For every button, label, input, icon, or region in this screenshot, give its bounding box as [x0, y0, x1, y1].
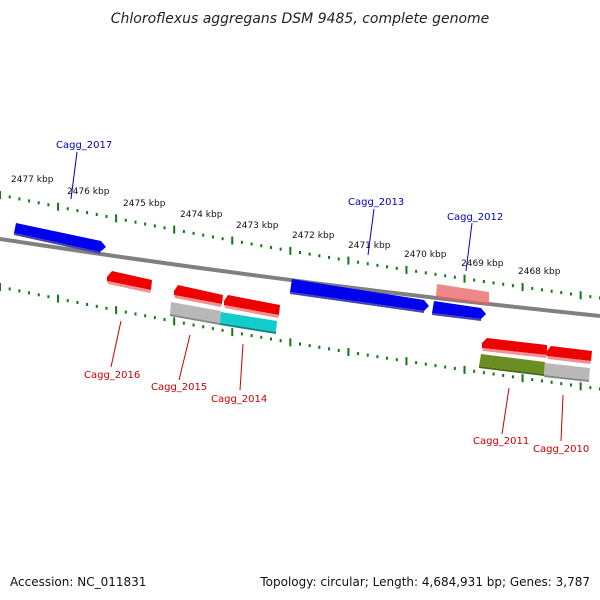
scale-labels: 2477 kbp 2476 kbp 2475 kbp 2474 kbp 2473 kbp…	[11, 175, 561, 277]
scale-label-2477: 2477 kbp	[11, 175, 54, 185]
gene-arrow-cagg-2012[interactable]	[432, 284, 489, 321]
gene-label-cagg-2010[interactable]: Cagg_2010	[533, 444, 589, 455]
gene-arrow-cagg-2014[interactable]	[220, 295, 280, 334]
gene-arrow-cagg-2013[interactable]	[290, 279, 429, 313]
gene-label-cagg-2013[interactable]: Cagg_2013	[348, 197, 404, 208]
gene-arrow-cagg-2010[interactable]	[544, 346, 592, 382]
accession-text: Accession: NC_011831	[10, 575, 146, 589]
label-leaders	[70, 151, 564, 442]
scale-track-top	[0, 191, 600, 300]
scale-label-2475: 2475 kbp	[123, 199, 166, 209]
scale-label-2469: 2469 kbp	[461, 259, 504, 269]
scale-label-2472: 2472 kbp	[292, 231, 335, 241]
gene-arrow-cagg-2015[interactable]	[170, 285, 223, 325]
gene-label-cagg-2017[interactable]: Cagg_2017	[56, 140, 112, 151]
gene-arrow-cagg-2017[interactable]	[14, 223, 106, 254]
scale-label-2474: 2474 kbp	[180, 210, 223, 220]
map-title: Chloroflexus aggregans DSM 9485, complet…	[111, 11, 490, 27]
gene-label-cagg-2016[interactable]: Cagg_2016	[84, 370, 140, 381]
gene-labels: Cagg_2017 Cagg_2016 Cagg_2015 Cagg_2014 …	[56, 140, 589, 455]
gene-label-cagg-2012[interactable]: Cagg_2012	[447, 212, 503, 223]
scale-track-bottom	[0, 283, 600, 391]
scale-label-2473: 2473 kbp	[236, 221, 279, 231]
scale-label-2468: 2468 kbp	[518, 267, 561, 277]
scale-label-2470: 2470 kbp	[404, 250, 447, 260]
gene-label-cagg-2014[interactable]: Cagg_2014	[211, 394, 267, 405]
genome-summary-text: Topology: circular; Length: 4,684,931 bp…	[259, 575, 590, 589]
gene-features	[14, 223, 592, 382]
gene-label-cagg-2015[interactable]: Cagg_2015	[151, 382, 207, 393]
scale-label-2476: 2476 kbp	[67, 187, 110, 197]
gene-arrow-cagg-2016[interactable]	[107, 271, 152, 293]
gene-label-cagg-2011[interactable]: Cagg_2011	[473, 436, 529, 447]
gene-arrow-cagg-2011[interactable]	[479, 338, 547, 376]
